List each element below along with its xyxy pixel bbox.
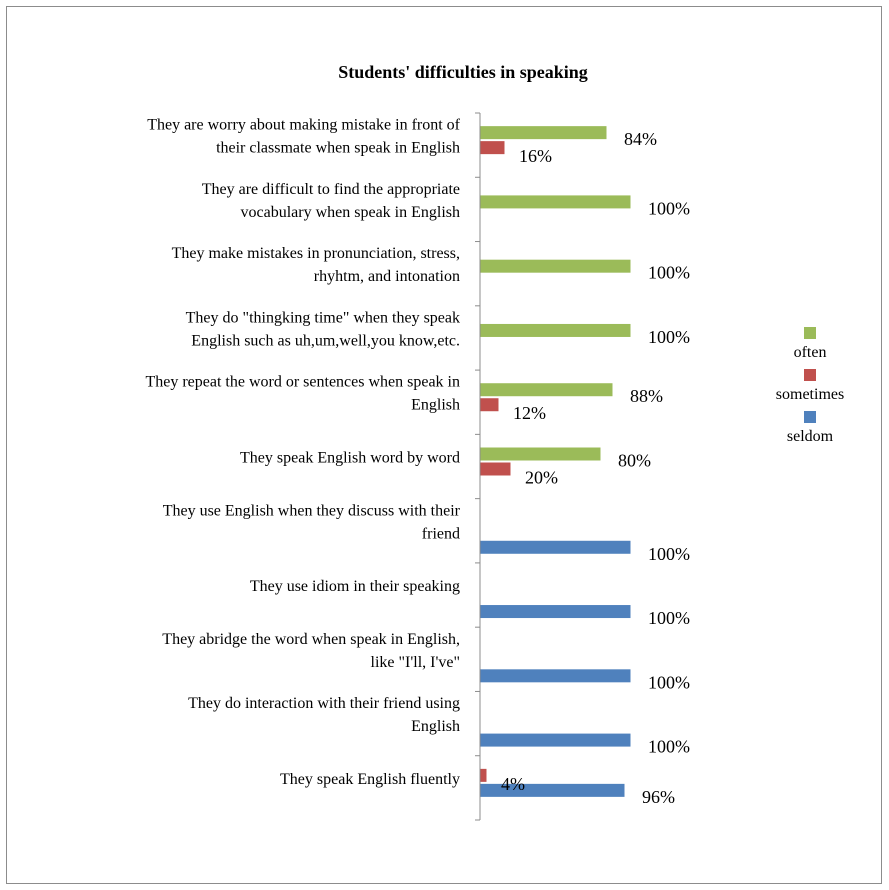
chart-frame xyxy=(6,6,882,884)
category-label: rhyhtm, and intonation xyxy=(314,268,460,285)
category-label: They use idiom in their speaking xyxy=(250,578,460,595)
bar-often xyxy=(480,323,631,337)
category-label: friend xyxy=(422,525,460,542)
bar-seldom xyxy=(480,605,631,619)
category-label: like "I'll, I've" xyxy=(371,654,460,671)
legend-label-sometimes: sometimes xyxy=(776,386,844,403)
category-label: They speak English word by word xyxy=(240,450,460,467)
category-label: They use English when they discuss with … xyxy=(163,502,461,519)
data-label-often: 84% xyxy=(624,129,657,149)
data-label-sometimes: 4% xyxy=(501,774,525,794)
category-label: They make mistakes in pronunciation, str… xyxy=(172,245,460,262)
legend-swatch-often xyxy=(804,327,816,339)
data-label-seldom: 100% xyxy=(648,544,690,564)
category-label: English xyxy=(411,397,460,414)
chart-title: Students' difficulties in speaking xyxy=(338,62,588,82)
data-labels: 84% 16% 100% 100% 100% 88% 12% 80% 20% 100% 100% 10… xyxy=(501,129,690,807)
category-axis xyxy=(475,112,481,821)
data-label-seldom: 100% xyxy=(648,672,690,692)
category-label: They abridge the word when speak in Engl… xyxy=(162,631,460,648)
category-label: English such as uh,um,well,you know,etc. xyxy=(191,332,460,349)
legend-label-seldom: seldom xyxy=(787,428,834,445)
data-label-often: 100% xyxy=(648,327,690,347)
category-label: They speak English fluently xyxy=(280,771,460,788)
bar-sometimes xyxy=(480,768,487,782)
bar-often xyxy=(480,195,631,209)
data-label-often: 100% xyxy=(648,198,690,218)
bars xyxy=(480,126,631,797)
data-label-seldom: 100% xyxy=(648,737,690,757)
legend-swatch-sometimes xyxy=(804,369,816,381)
data-label-sometimes: 20% xyxy=(525,468,558,488)
data-label-sometimes: 16% xyxy=(519,146,552,166)
data-label-often: 80% xyxy=(618,451,651,471)
legend: often sometimes seldom xyxy=(776,327,844,445)
category-label: English xyxy=(411,718,460,735)
data-label-seldom: 100% xyxy=(648,608,690,628)
category-labels: They are worry about making mistake in f… xyxy=(145,117,460,788)
data-label-often: 88% xyxy=(630,386,663,406)
bar-often xyxy=(480,447,601,461)
bar-seldom xyxy=(480,669,631,683)
legend-swatch-seldom xyxy=(804,411,816,423)
bar-seldom xyxy=(480,783,625,797)
category-label: They repeat the word or sentences when s… xyxy=(145,374,460,391)
data-label-sometimes: 12% xyxy=(513,403,546,423)
bar-seldom xyxy=(480,733,631,747)
bar-often xyxy=(480,126,607,140)
bar-sometimes xyxy=(480,462,511,476)
bar-sometimes xyxy=(480,398,499,412)
category-label: vocabulary when speak in English xyxy=(241,204,461,221)
bar-seldom xyxy=(480,540,631,554)
data-label-seldom: 96% xyxy=(642,787,675,807)
data-label-often: 100% xyxy=(648,263,690,283)
legend-label-often: often xyxy=(794,344,827,361)
bar-often xyxy=(480,259,631,273)
bar-sometimes xyxy=(480,141,505,155)
bar-often xyxy=(480,383,613,397)
category-label: They do interaction with their friend us… xyxy=(188,695,460,712)
category-label: their classmate when speak in English xyxy=(216,140,460,157)
category-label: They are worry about making mistake in f… xyxy=(147,117,460,134)
category-label: They are difficult to find the appropria… xyxy=(202,181,460,198)
category-label: They do "thingking time" when they speak xyxy=(186,309,460,326)
